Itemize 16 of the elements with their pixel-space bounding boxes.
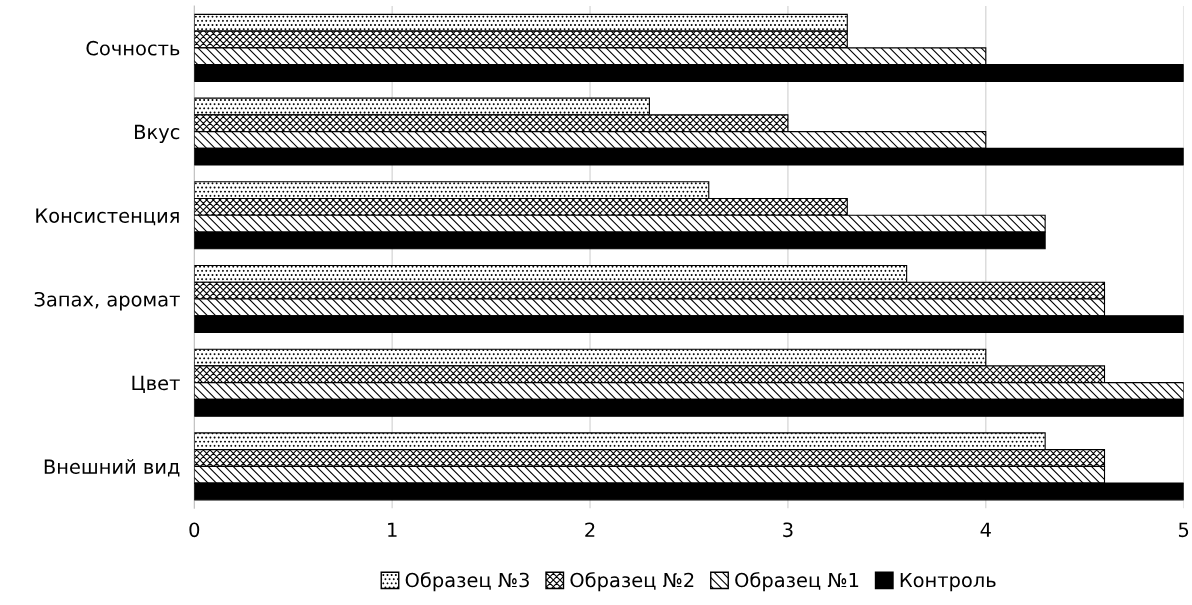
legend-label: Образец №1 <box>735 571 859 592</box>
y-tick-label: Внешний вид <box>44 459 180 477</box>
y-tick-label: Вкус <box>135 124 180 144</box>
y-tick-label: Консистенция <box>36 208 179 226</box>
y-tick-label: Запах, аромат <box>34 291 180 311</box>
x-tick-label: 3 <box>783 522 793 538</box>
x-tick-label: 2 <box>585 522 595 537</box>
x-tick-label: 5 <box>1178 522 1189 538</box>
legend-label: Образец №3 <box>405 571 529 592</box>
y-tick-label: Цвет <box>132 375 180 394</box>
x-tick-label: 0 <box>189 522 200 538</box>
x-tick-label: 4 <box>980 522 991 537</box>
legend-label: Контроль <box>900 572 996 592</box>
x-tick-label: 1 <box>388 522 397 537</box>
legend-label: Образец №2 <box>570 571 694 592</box>
y-tick-label: Сочность <box>86 40 180 56</box>
